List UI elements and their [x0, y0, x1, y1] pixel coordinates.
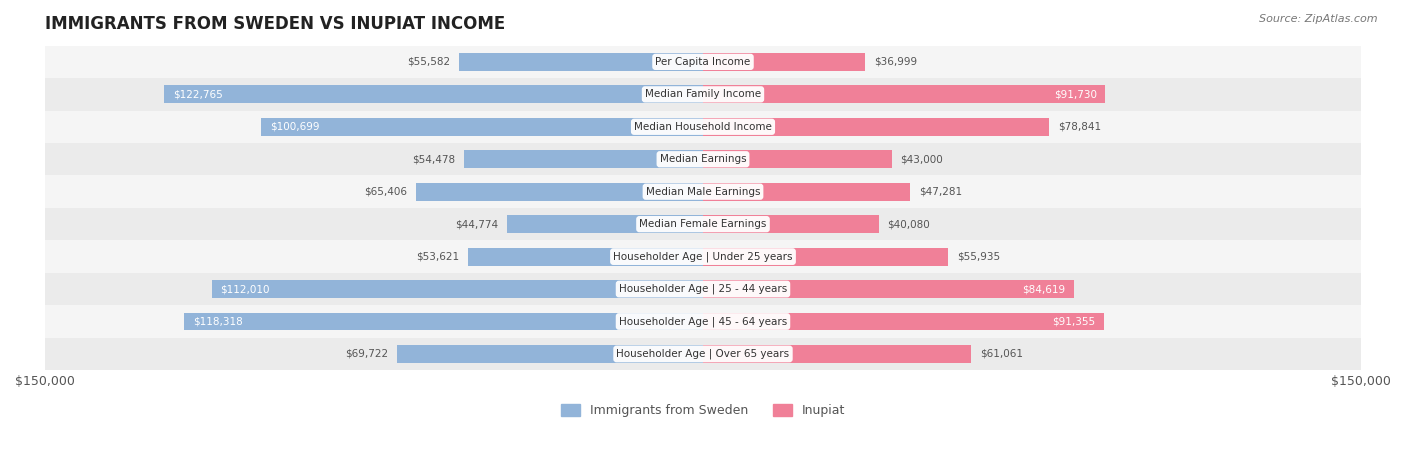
Text: $91,355: $91,355 — [1052, 317, 1095, 326]
Bar — [45, 46, 1361, 78]
Text: Median Family Income: Median Family Income — [645, 89, 761, 99]
Bar — [45, 111, 1361, 143]
Bar — [703, 280, 1074, 298]
Text: $54,478: $54,478 — [412, 154, 456, 164]
Text: Householder Age | Over 65 years: Householder Age | Over 65 years — [616, 349, 790, 359]
Bar — [703, 215, 879, 233]
Bar — [703, 312, 1104, 331]
Bar — [45, 338, 1361, 370]
Legend: Immigrants from Sweden, Inupiat: Immigrants from Sweden, Inupiat — [555, 399, 851, 422]
Bar — [468, 248, 703, 266]
Bar — [45, 241, 1361, 273]
Text: Median Male Earnings: Median Male Earnings — [645, 187, 761, 197]
Bar — [396, 345, 703, 363]
Bar — [703, 150, 891, 168]
Text: $78,841: $78,841 — [1057, 122, 1101, 132]
Text: $40,080: $40,080 — [887, 219, 931, 229]
Text: Median Earnings: Median Earnings — [659, 154, 747, 164]
Bar — [460, 53, 703, 71]
Bar — [45, 176, 1361, 208]
Text: $44,774: $44,774 — [454, 219, 498, 229]
Text: $55,582: $55,582 — [408, 57, 450, 67]
Bar — [165, 85, 703, 103]
Text: $55,935: $55,935 — [957, 252, 1000, 262]
Text: Median Female Earnings: Median Female Earnings — [640, 219, 766, 229]
Text: $53,621: $53,621 — [416, 252, 458, 262]
Bar — [703, 345, 972, 363]
Text: $61,061: $61,061 — [980, 349, 1022, 359]
Text: Source: ZipAtlas.com: Source: ZipAtlas.com — [1260, 14, 1378, 24]
Text: $36,999: $36,999 — [875, 57, 917, 67]
Bar — [416, 183, 703, 201]
Text: $47,281: $47,281 — [920, 187, 962, 197]
Bar — [211, 280, 703, 298]
Text: Householder Age | 45 - 64 years: Householder Age | 45 - 64 years — [619, 316, 787, 327]
Text: Householder Age | 25 - 44 years: Householder Age | 25 - 44 years — [619, 284, 787, 294]
Bar — [703, 53, 865, 71]
Bar — [45, 143, 1361, 176]
Text: $43,000: $43,000 — [900, 154, 943, 164]
Text: Householder Age | Under 25 years: Householder Age | Under 25 years — [613, 251, 793, 262]
Text: IMMIGRANTS FROM SWEDEN VS INUPIAT INCOME: IMMIGRANTS FROM SWEDEN VS INUPIAT INCOME — [45, 15, 505, 33]
Text: $91,730: $91,730 — [1053, 89, 1097, 99]
Bar — [506, 215, 703, 233]
Bar — [45, 273, 1361, 305]
Bar — [703, 85, 1105, 103]
Bar — [45, 78, 1361, 111]
Text: $69,722: $69,722 — [346, 349, 388, 359]
Text: $112,010: $112,010 — [221, 284, 270, 294]
Bar — [262, 118, 703, 136]
Bar — [703, 248, 949, 266]
Bar — [464, 150, 703, 168]
Text: $118,318: $118,318 — [193, 317, 242, 326]
Text: Median Household Income: Median Household Income — [634, 122, 772, 132]
Text: $100,699: $100,699 — [270, 122, 319, 132]
Text: $84,619: $84,619 — [1022, 284, 1066, 294]
Text: Per Capita Income: Per Capita Income — [655, 57, 751, 67]
Bar — [703, 118, 1049, 136]
Bar — [184, 312, 703, 331]
Text: $122,765: $122,765 — [173, 89, 224, 99]
Bar — [45, 305, 1361, 338]
Text: $65,406: $65,406 — [364, 187, 408, 197]
Bar — [45, 208, 1361, 241]
Bar — [703, 183, 911, 201]
